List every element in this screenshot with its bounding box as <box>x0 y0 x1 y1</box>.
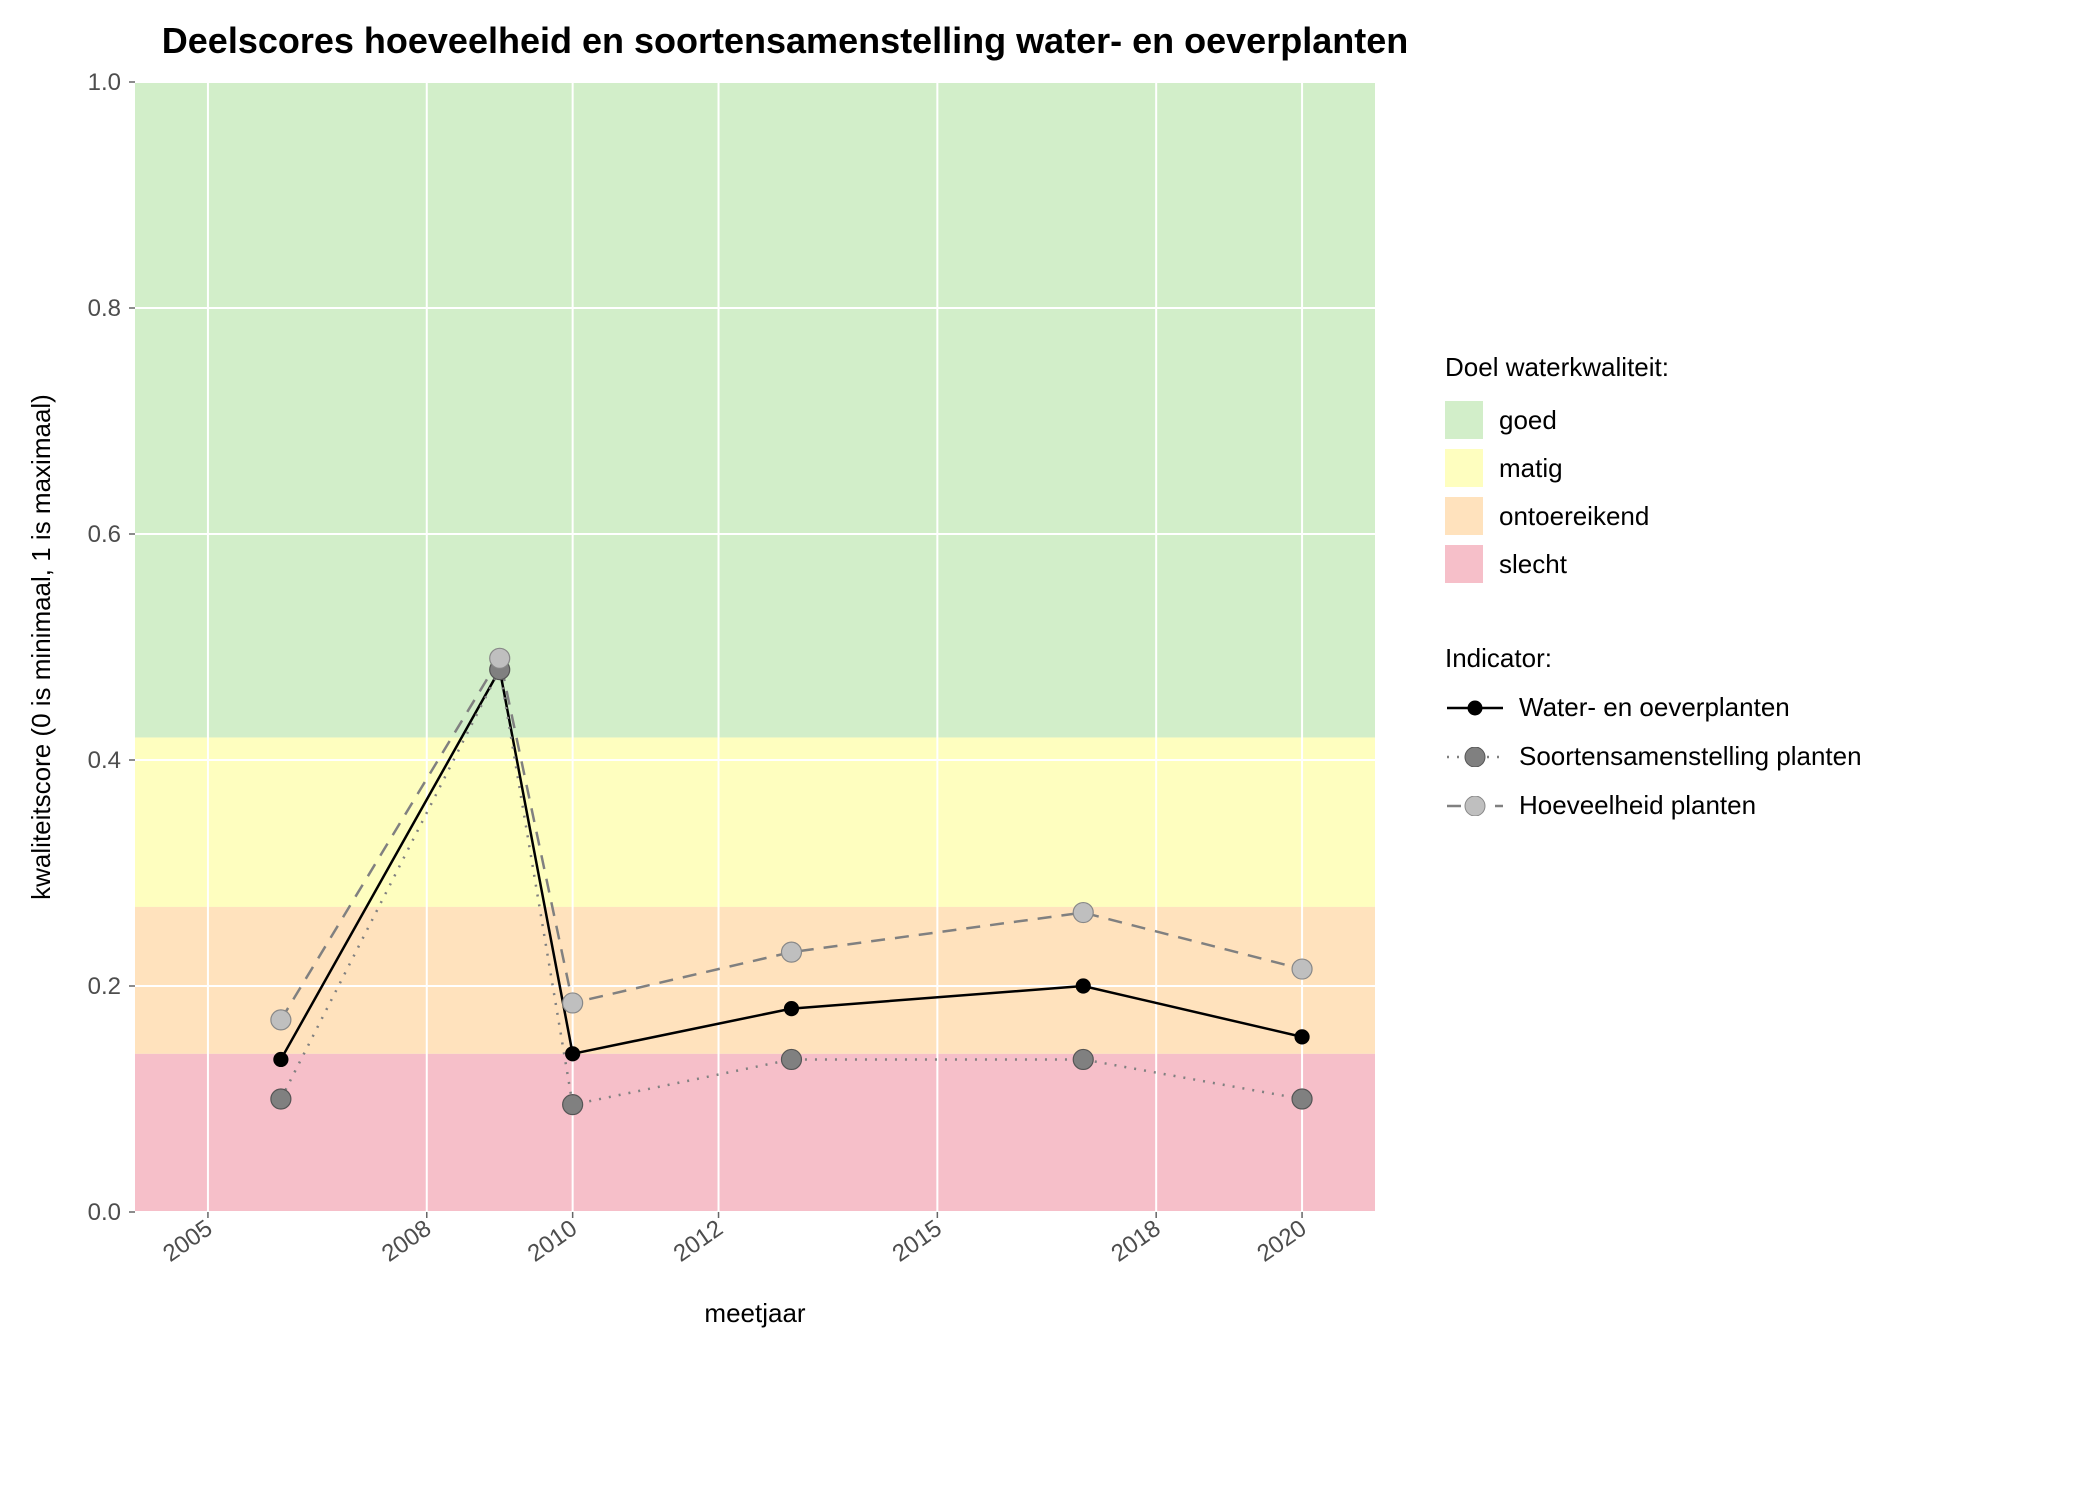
legend-band-label: ontoereikend <box>1499 501 1649 532</box>
y-tick-label: 1.0 <box>88 72 121 96</box>
data-point <box>271 1089 291 1109</box>
legend-band-item: ontoereikend <box>1445 497 1862 535</box>
data-point <box>274 1052 288 1066</box>
x-tick-label: 2008 <box>377 1215 436 1268</box>
x-tick-label: 2010 <box>523 1215 582 1268</box>
legend-band-item: slecht <box>1445 545 1862 583</box>
legend-swatch <box>1445 545 1483 583</box>
y-tick-label: 0.0 <box>88 1199 121 1226</box>
data-point <box>271 1010 291 1030</box>
quality-band <box>135 82 1375 737</box>
legend-band-label: slecht <box>1499 549 1567 580</box>
data-point <box>1292 959 1312 979</box>
x-axis-label: meetjaar <box>704 1298 805 1328</box>
data-point <box>490 648 510 668</box>
y-axis-label: kwaliteitscore (0 is minimaal, 1 is maxi… <box>26 394 56 900</box>
data-point <box>781 1049 801 1069</box>
data-point <box>781 942 801 962</box>
x-tick-label: 2020 <box>1252 1215 1311 1268</box>
legend-series-glyph <box>1445 747 1505 767</box>
x-tick-label: 2018 <box>1106 1215 1165 1268</box>
chart-title: Deelscores hoeveelheid en soortensamenst… <box>110 20 1460 62</box>
data-point <box>1295 1030 1309 1044</box>
x-tick-label: 2012 <box>669 1215 728 1268</box>
data-point <box>563 993 583 1013</box>
y-tick-label: 0.4 <box>88 747 121 774</box>
chart-area: 0.0 0.2 0.4 0.6 0.8 1.0 2005 2008 2010 2012 2015 20… <box>20 72 1385 1347</box>
y-tick-label: 0.2 <box>88 973 121 1000</box>
quality-band <box>135 737 1375 907</box>
legend-series-item: Soortensamenstelling planten <box>1445 741 1862 772</box>
data-point <box>1292 1089 1312 1109</box>
legend-series-item: Hoeveelheid planten <box>1445 790 1862 821</box>
legend-series-label: Hoeveelheid planten <box>1519 790 1756 821</box>
data-point <box>784 1002 798 1016</box>
legend-band-item: matig <box>1445 449 1862 487</box>
legend-area: Doel waterkwaliteit: goed matig ontoereike… <box>1445 72 1862 839</box>
y-tick-label: 0.6 <box>88 521 121 548</box>
y-tick-label: 0.8 <box>88 295 121 322</box>
legend-series-title: Indicator: <box>1445 643 1862 674</box>
legend-series: Water- en oeverplanten Soortensamenstelli… <box>1445 692 1862 821</box>
legend-swatch <box>1445 449 1483 487</box>
legend-band-label: goed <box>1499 405 1557 436</box>
x-tick-label: 2015 <box>888 1215 947 1268</box>
legend-series-label: Soortensamenstelling planten <box>1519 741 1862 772</box>
quality-band <box>135 907 1375 1054</box>
legend-bands-title: Doel waterkwaliteit: <box>1445 352 1862 383</box>
data-point <box>566 1047 580 1061</box>
data-point <box>1073 1049 1093 1069</box>
x-tick-label: 2005 <box>158 1215 217 1268</box>
legend-band-label: matig <box>1499 453 1563 484</box>
legend-band-item: goed <box>1445 401 1862 439</box>
data-point <box>1073 903 1093 923</box>
legend-series-glyph <box>1445 796 1505 816</box>
data-point <box>1076 979 1090 993</box>
quality-band <box>135 1054 1375 1212</box>
legend-series-glyph <box>1445 698 1505 718</box>
data-point <box>563 1095 583 1115</box>
legend-bands: goed matig ontoereikend slecht <box>1445 401 1862 583</box>
legend-swatch <box>1445 401 1483 439</box>
legend-series-label: Water- en oeverplanten <box>1519 692 1790 723</box>
line-chart-svg: 0.0 0.2 0.4 0.6 0.8 1.0 2005 2008 2010 2012 2015 20… <box>20 72 1385 1342</box>
legend-swatch <box>1445 497 1483 535</box>
legend-series-item: Water- en oeverplanten <box>1445 692 1862 723</box>
chart-wrap: 0.0 0.2 0.4 0.6 0.8 1.0 2005 2008 2010 2012 2015 20… <box>20 72 2080 1347</box>
